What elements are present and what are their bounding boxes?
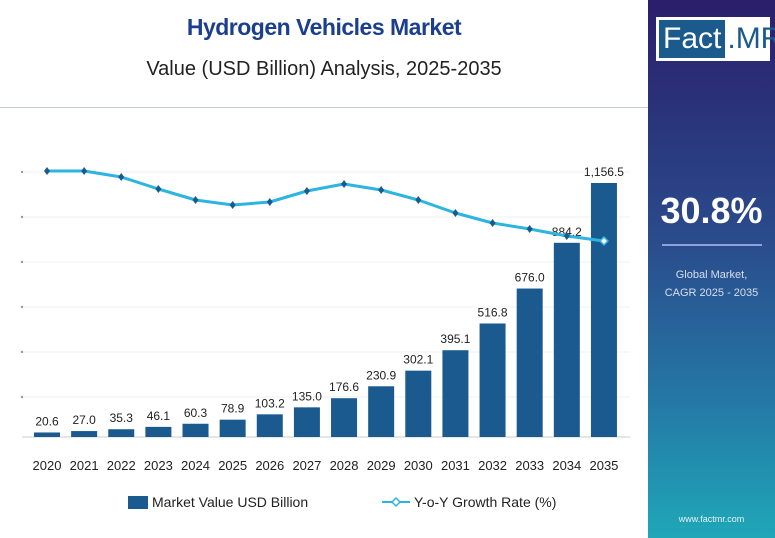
growth-point [526,225,533,233]
growth-point [192,196,199,204]
x-tick-label: 2030 [404,458,433,473]
chart-area: 20.6 2020 27.0 2021 35.3 2022 46.1 2023 60.3 2024… [20,165,630,473]
x-tick-label: 2032 [478,458,507,473]
growth-point [118,173,125,181]
bar-value-label: 516.8 [478,305,508,319]
x-tick-label: 2033 [515,458,544,473]
bar-value-label: 1,156.5 [584,165,624,179]
line-marker-icon [382,496,410,508]
tick-dot [20,170,24,174]
x-tick-label: 2026 [255,458,284,473]
bar-value-label: 395.1 [440,332,470,346]
bar [442,350,469,437]
bar-value-label: 676.0 [515,271,545,285]
x-tick-label: 2028 [330,458,359,473]
x-tick-label: 2027 [292,458,321,473]
x-tick-label: 2023 [144,458,173,473]
bar [256,414,283,437]
legend-label: Market Value USD Billion [152,494,309,510]
x-tick-label: 2035 [589,458,618,473]
x-tick-label: 2025 [218,458,247,473]
tick-dot [20,350,24,354]
tick-dot [20,260,24,264]
bar-value-label: 176.6 [329,380,359,394]
x-tick-label: 2021 [70,458,99,473]
bar [368,386,395,437]
x-tick-label: 2029 [367,458,396,473]
bar [331,398,358,437]
bar-value-label: 78.9 [221,402,245,416]
growth-point [598,235,610,247]
factmr-logo: Fact .MR [656,17,775,61]
cagr-label: Global Market, CAGR 2025 - 2035 [664,269,759,299]
growth-point [229,201,236,209]
bar-value-label: 135.0 [292,389,322,403]
x-tick-label: 2034 [552,458,581,473]
bar [479,323,506,437]
growth-point [266,198,273,206]
growth-point [81,167,88,175]
tick-dot [20,395,24,399]
growth-point [341,180,348,188]
bar-value-label: 20.6 [35,414,59,428]
growth-point [44,167,50,175]
divider [662,244,762,246]
tick-dot [20,305,24,309]
bar-value-label: 103.2 [255,396,285,410]
legend-item-growth-rate: Y-o-Y Growth Rate (%) [382,494,556,510]
bar [71,431,98,437]
bar [182,423,209,437]
bar [553,242,580,437]
bar-value-label: 46.1 [147,409,171,423]
bar-value-label: 60.3 [184,406,208,420]
x-tick-label: 2031 [441,458,470,473]
bar [108,429,135,437]
bar-value-label: 302.1 [403,353,433,367]
chart-title: Hydrogen Vehicles Market [186,14,462,40]
legend-label: Y-o-Y Growth Rate (%) [414,494,557,510]
growth-point [489,219,496,227]
bar-value-label: 230.9 [366,368,396,382]
website-link[interactable]: www.factmr.com [678,514,745,524]
bar [293,407,320,437]
bar-value-label: 27.0 [72,413,96,427]
chart-subtitle: Value (USD Billion) Analysis, 2025-2035 [146,58,502,80]
tick-dot [20,215,24,219]
divider [0,107,648,108]
growth-line [47,169,605,243]
growth-point [563,232,570,240]
bar [145,426,172,437]
bar [219,419,246,437]
bar-swatch-icon [128,495,148,509]
side-panel: Fact .MR 30.8% Global Market, CAGR 2025 - … [648,0,775,538]
x-tick-label: 2022 [107,458,136,473]
bar [34,432,60,437]
growth-point [378,186,385,194]
x-tick-label: 2024 [181,458,210,473]
bar [516,288,543,437]
bar [590,183,617,437]
legend-item-market-value: Market Value USD Billion [128,494,308,510]
growth-point [415,196,422,204]
growth-point [155,185,162,193]
x-tick-label: 2020 [33,458,62,473]
bar-value-label: 35.3 [110,411,134,425]
growth-point [452,209,459,217]
growth-point [303,187,310,195]
bar [405,370,432,437]
cagr-value: 30.8% [660,190,763,231]
